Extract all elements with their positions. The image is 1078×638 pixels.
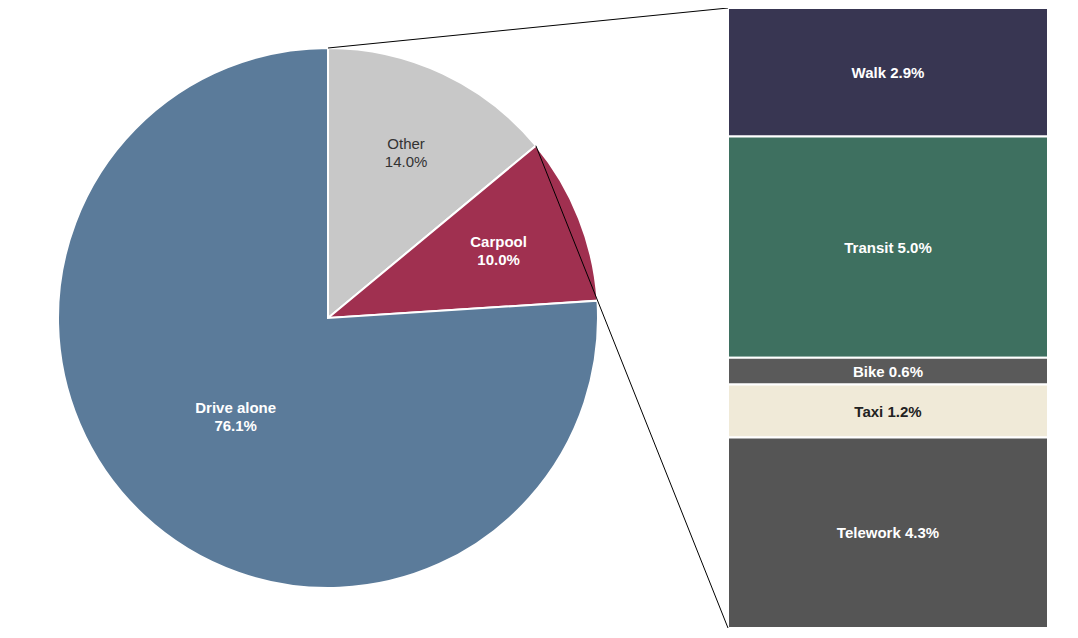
- svg-text:Bike 0.6%: Bike 0.6%: [853, 363, 923, 380]
- svg-text:Taxi 1.2%: Taxi 1.2%: [854, 403, 921, 420]
- svg-text:Other14.0%: Other14.0%: [385, 134, 428, 169]
- svg-text:Drive alone76.1%: Drive alone76.1%: [195, 399, 276, 434]
- svg-text:Walk 2.9%: Walk 2.9%: [852, 64, 925, 81]
- svg-text:Carpool10.0%: Carpool10.0%: [470, 233, 527, 268]
- svg-text:Transit 5.0%: Transit 5.0%: [844, 239, 932, 256]
- svg-text:Telework 4.3%: Telework 4.3%: [837, 524, 939, 541]
